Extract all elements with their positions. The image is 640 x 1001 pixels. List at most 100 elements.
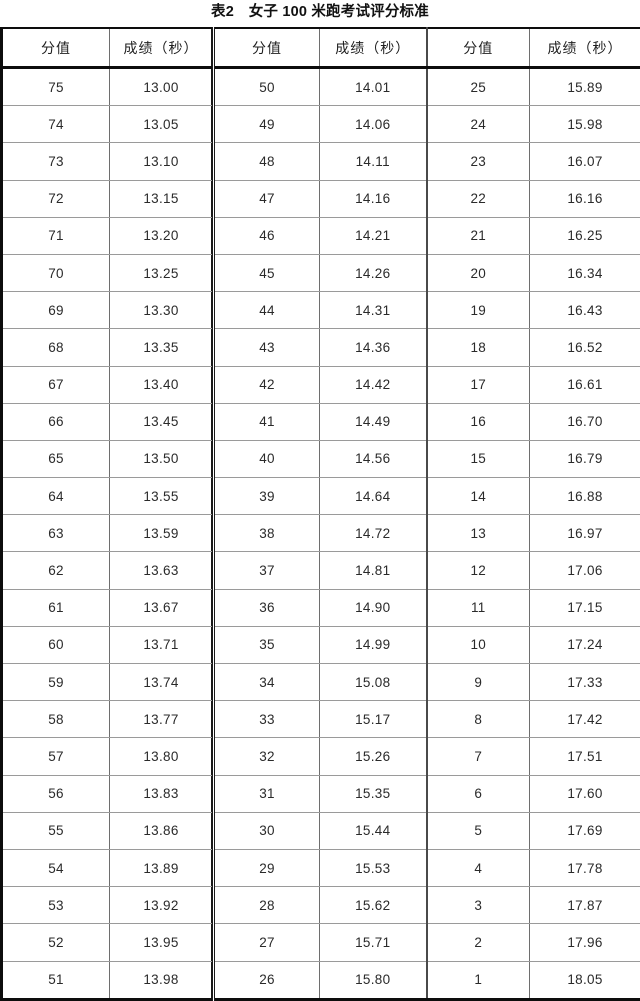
table-cell: 25	[427, 68, 530, 106]
table-cell: 16.97	[530, 515, 640, 552]
header-row: 分值 成绩（秒） 分值 成绩（秒） 分值 成绩（秒）	[2, 28, 640, 68]
header-cell-score-1: 分值	[2, 28, 110, 68]
table-cell: 13.98	[110, 961, 214, 999]
table-cell: 14.06	[320, 106, 427, 143]
table-cell: 75	[2, 68, 110, 106]
table-cell: 13.71	[110, 626, 214, 663]
table-cell: 51	[2, 961, 110, 999]
table-cell: 48	[214, 143, 320, 180]
table-cell: 33	[214, 701, 320, 738]
table-cell: 1	[427, 961, 530, 999]
table-cell: 14.31	[320, 292, 427, 329]
table-cell: 13.45	[110, 403, 214, 440]
table-cell: 14.01	[320, 68, 427, 106]
table-cell: 16.25	[530, 217, 640, 254]
table-cell: 13.00	[110, 68, 214, 106]
table-cell: 28	[214, 887, 320, 924]
table-cell: 13.80	[110, 738, 214, 775]
table-cell: 8	[427, 701, 530, 738]
table-cell: 15.98	[530, 106, 640, 143]
page-root: 表2 女子 100 米跑考试评分标准 分值 成绩（秒） 分值 成绩（秒） 分值 …	[0, 0, 640, 977]
table-cell: 58	[2, 701, 110, 738]
table-cell: 32	[214, 738, 320, 775]
table-cell: 13.20	[110, 217, 214, 254]
table-cell: 46	[214, 217, 320, 254]
table-cell: 50	[214, 68, 320, 106]
table-header: 分值 成绩（秒） 分值 成绩（秒） 分值 成绩（秒）	[2, 28, 640, 68]
table-cell: 39	[214, 478, 320, 515]
table-cell: 72	[2, 180, 110, 217]
table-cell: 14.99	[320, 626, 427, 663]
table-cell: 5	[427, 812, 530, 849]
table-cell: 37	[214, 552, 320, 589]
table-cell: 67	[2, 366, 110, 403]
table-cell: 14.21	[320, 217, 427, 254]
table-cell: 13.63	[110, 552, 214, 589]
table-cell: 18	[427, 329, 530, 366]
table-cell: 13	[427, 515, 530, 552]
table-cell: 42	[214, 366, 320, 403]
table-cell: 17	[427, 366, 530, 403]
table-cell: 13.55	[110, 478, 214, 515]
table-cell: 6	[427, 775, 530, 812]
table-cell: 62	[2, 552, 110, 589]
table-cell: 4	[427, 849, 530, 886]
table-cell: 12	[427, 552, 530, 589]
table-cell: 57	[2, 738, 110, 775]
table-cell: 45	[214, 254, 320, 291]
table-cell: 61	[2, 589, 110, 626]
table-cell: 15.26	[320, 738, 427, 775]
table-cell: 14.90	[320, 589, 427, 626]
table-cell: 3	[427, 887, 530, 924]
table-cell: 63	[2, 515, 110, 552]
table-cell: 22	[427, 180, 530, 217]
table-cell: 64	[2, 478, 110, 515]
table-cell: 13.83	[110, 775, 214, 812]
table-cell: 40	[214, 440, 320, 477]
table-cell: 15.17	[320, 701, 427, 738]
table-cell: 17.60	[530, 775, 640, 812]
table-cell: 14.56	[320, 440, 427, 477]
table-cell: 68	[2, 329, 110, 366]
table-cell: 15.35	[320, 775, 427, 812]
table-cell: 55	[2, 812, 110, 849]
table-cell: 16.43	[530, 292, 640, 329]
table-cell: 69	[2, 292, 110, 329]
table-cell: 15.08	[320, 664, 427, 701]
table-cell: 49	[214, 106, 320, 143]
table-cell: 18.05	[530, 961, 640, 999]
table-cell: 29	[214, 849, 320, 886]
table-cell: 13.15	[110, 180, 214, 217]
table-cell: 41	[214, 403, 320, 440]
table-cell: 15.80	[320, 961, 427, 999]
table-cell: 44	[214, 292, 320, 329]
table-cell: 66	[2, 403, 110, 440]
table-cell: 9	[427, 664, 530, 701]
table-cell: 52	[2, 924, 110, 961]
table-cell: 13.50	[110, 440, 214, 477]
header-cell-score-2: 分值	[214, 28, 320, 68]
table-cell: 20	[427, 254, 530, 291]
table-cell: 17.42	[530, 701, 640, 738]
table-cell: 13.92	[110, 887, 214, 924]
table-cell: 17.87	[530, 887, 640, 924]
table-cell: 13.30	[110, 292, 214, 329]
table-cell: 13.10	[110, 143, 214, 180]
table-cell: 13.95	[110, 924, 214, 961]
